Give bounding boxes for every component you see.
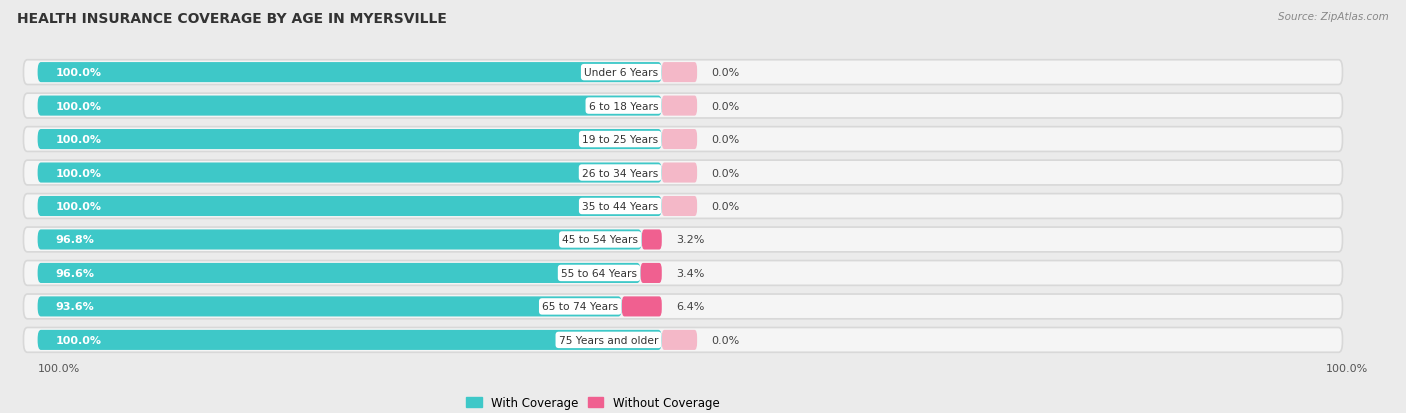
FancyBboxPatch shape xyxy=(38,230,641,250)
FancyBboxPatch shape xyxy=(662,163,697,183)
FancyBboxPatch shape xyxy=(24,328,1343,352)
Text: 100.0%: 100.0% xyxy=(55,202,101,211)
FancyBboxPatch shape xyxy=(621,297,662,317)
Text: 6 to 18 Years: 6 to 18 Years xyxy=(589,101,658,112)
Text: 100.0%: 100.0% xyxy=(55,335,101,345)
FancyBboxPatch shape xyxy=(24,127,1343,152)
Text: 100.0%: 100.0% xyxy=(38,363,80,373)
Text: 6.4%: 6.4% xyxy=(676,301,704,312)
FancyBboxPatch shape xyxy=(662,96,697,116)
Text: 100.0%: 100.0% xyxy=(1326,363,1368,373)
FancyBboxPatch shape xyxy=(24,294,1343,319)
Text: 0.0%: 0.0% xyxy=(711,168,740,178)
FancyBboxPatch shape xyxy=(641,263,662,283)
FancyBboxPatch shape xyxy=(38,297,621,317)
FancyBboxPatch shape xyxy=(662,330,697,350)
FancyBboxPatch shape xyxy=(38,63,662,83)
FancyBboxPatch shape xyxy=(38,130,662,150)
Text: 3.4%: 3.4% xyxy=(676,268,704,278)
Text: 3.2%: 3.2% xyxy=(676,235,704,245)
Legend: With Coverage, Without Coverage: With Coverage, Without Coverage xyxy=(461,392,724,413)
FancyBboxPatch shape xyxy=(24,261,1343,286)
FancyBboxPatch shape xyxy=(24,228,1343,252)
Text: 26 to 34 Years: 26 to 34 Years xyxy=(582,168,658,178)
Text: 96.6%: 96.6% xyxy=(55,268,94,278)
FancyBboxPatch shape xyxy=(24,194,1343,219)
Text: 45 to 54 Years: 45 to 54 Years xyxy=(562,235,638,245)
FancyBboxPatch shape xyxy=(38,96,662,116)
Text: Under 6 Years: Under 6 Years xyxy=(583,68,658,78)
Text: HEALTH INSURANCE COVERAGE BY AGE IN MYERSVILLE: HEALTH INSURANCE COVERAGE BY AGE IN MYER… xyxy=(17,12,447,26)
Text: 96.8%: 96.8% xyxy=(55,235,94,245)
Text: 0.0%: 0.0% xyxy=(711,202,740,211)
FancyBboxPatch shape xyxy=(38,263,641,283)
Text: 0.0%: 0.0% xyxy=(711,68,740,78)
Text: 19 to 25 Years: 19 to 25 Years xyxy=(582,135,658,145)
FancyBboxPatch shape xyxy=(662,130,697,150)
FancyBboxPatch shape xyxy=(24,61,1343,85)
FancyBboxPatch shape xyxy=(662,63,697,83)
Text: 0.0%: 0.0% xyxy=(711,135,740,145)
FancyBboxPatch shape xyxy=(24,161,1343,185)
FancyBboxPatch shape xyxy=(641,230,662,250)
Text: 100.0%: 100.0% xyxy=(55,101,101,112)
Text: 75 Years and older: 75 Years and older xyxy=(558,335,658,345)
FancyBboxPatch shape xyxy=(24,94,1343,119)
Text: 35 to 44 Years: 35 to 44 Years xyxy=(582,202,658,211)
Text: Source: ZipAtlas.com: Source: ZipAtlas.com xyxy=(1278,12,1389,22)
Text: 93.6%: 93.6% xyxy=(55,301,94,312)
Text: 55 to 64 Years: 55 to 64 Years xyxy=(561,268,637,278)
Text: 0.0%: 0.0% xyxy=(711,335,740,345)
FancyBboxPatch shape xyxy=(38,197,662,216)
Text: 100.0%: 100.0% xyxy=(55,68,101,78)
FancyBboxPatch shape xyxy=(38,330,662,350)
Text: 100.0%: 100.0% xyxy=(55,135,101,145)
Text: 65 to 74 Years: 65 to 74 Years xyxy=(543,301,619,312)
FancyBboxPatch shape xyxy=(38,163,662,183)
FancyBboxPatch shape xyxy=(662,197,697,216)
Text: 0.0%: 0.0% xyxy=(711,101,740,112)
Text: 100.0%: 100.0% xyxy=(55,168,101,178)
